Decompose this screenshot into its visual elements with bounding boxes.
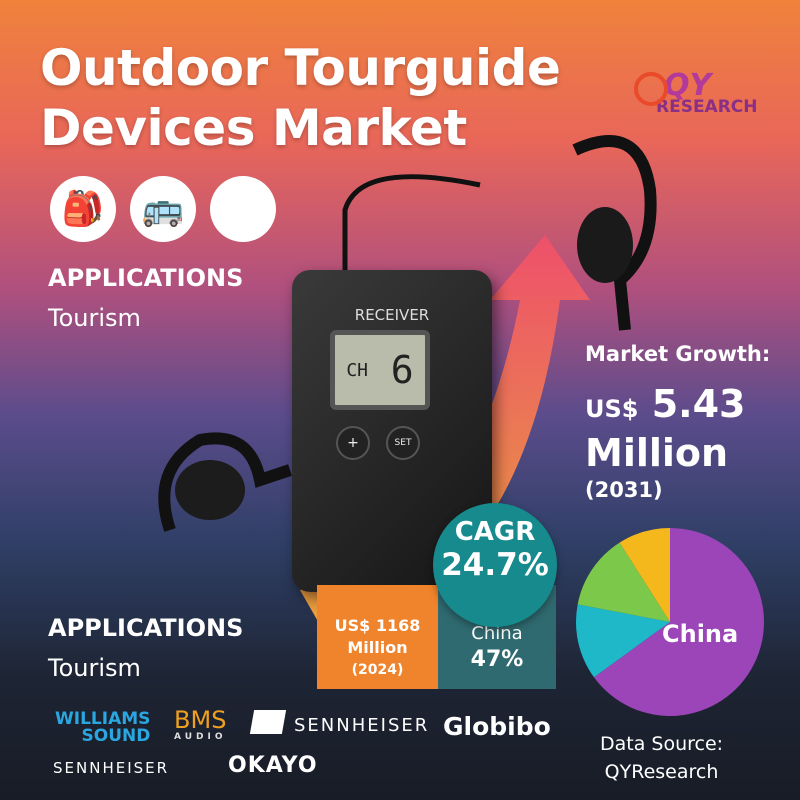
brand-bms-audio: BMS AUDIO [174, 706, 227, 742]
sennheiser-logo-icon [249, 710, 287, 734]
market-growth-label: Market Growth: [585, 342, 771, 366]
brand-okayo: OKAYO [228, 753, 318, 778]
set-button: SET [386, 426, 420, 460]
receiver-device: RECEIVER CH 6 + SET [292, 270, 492, 592]
pie-label-china: China [662, 620, 739, 648]
pie-chart [576, 528, 764, 716]
pie-slice [619, 528, 670, 622]
globe-icon [634, 72, 668, 106]
brand-sennheiser: SENNHEISER [294, 715, 430, 736]
pie-slice [577, 542, 670, 622]
base-value-bar: US$ 1168 Million (2024) [317, 585, 438, 689]
qyresearch-logo: QY RESEARCH [634, 68, 764, 117]
brand-globibo: Globibo [443, 712, 551, 741]
pie-slice [593, 528, 764, 716]
applications-top: APPLICATIONS Tourism [48, 264, 244, 332]
market-growth-value: US$ 5.43 Million [585, 382, 746, 475]
receiver-label: RECEIVER [354, 306, 430, 324]
cagr-badge: CAGR 24.7% [433, 503, 557, 627]
backpack-icon: 🎒 [50, 176, 116, 242]
plus-button: + [336, 426, 370, 460]
pie-slice [576, 604, 670, 678]
market-growth-year: (2031) [585, 478, 663, 502]
brand-williams-sound: WILLIAMS SOUND [55, 709, 151, 746]
brand-sennheiser-2: SENNHEISER [53, 759, 170, 777]
applications-bottom: APPLICATIONS Tourism [48, 614, 244, 682]
bus-icon: 🚌 [130, 176, 196, 242]
page-title: Outdoor Tourguide Devices Market [40, 39, 561, 157]
landmark-icon: ⛩ [210, 176, 276, 242]
lcd-screen: CH 6 [330, 330, 430, 410]
data-source: Data Source: QYResearch [600, 733, 724, 783]
